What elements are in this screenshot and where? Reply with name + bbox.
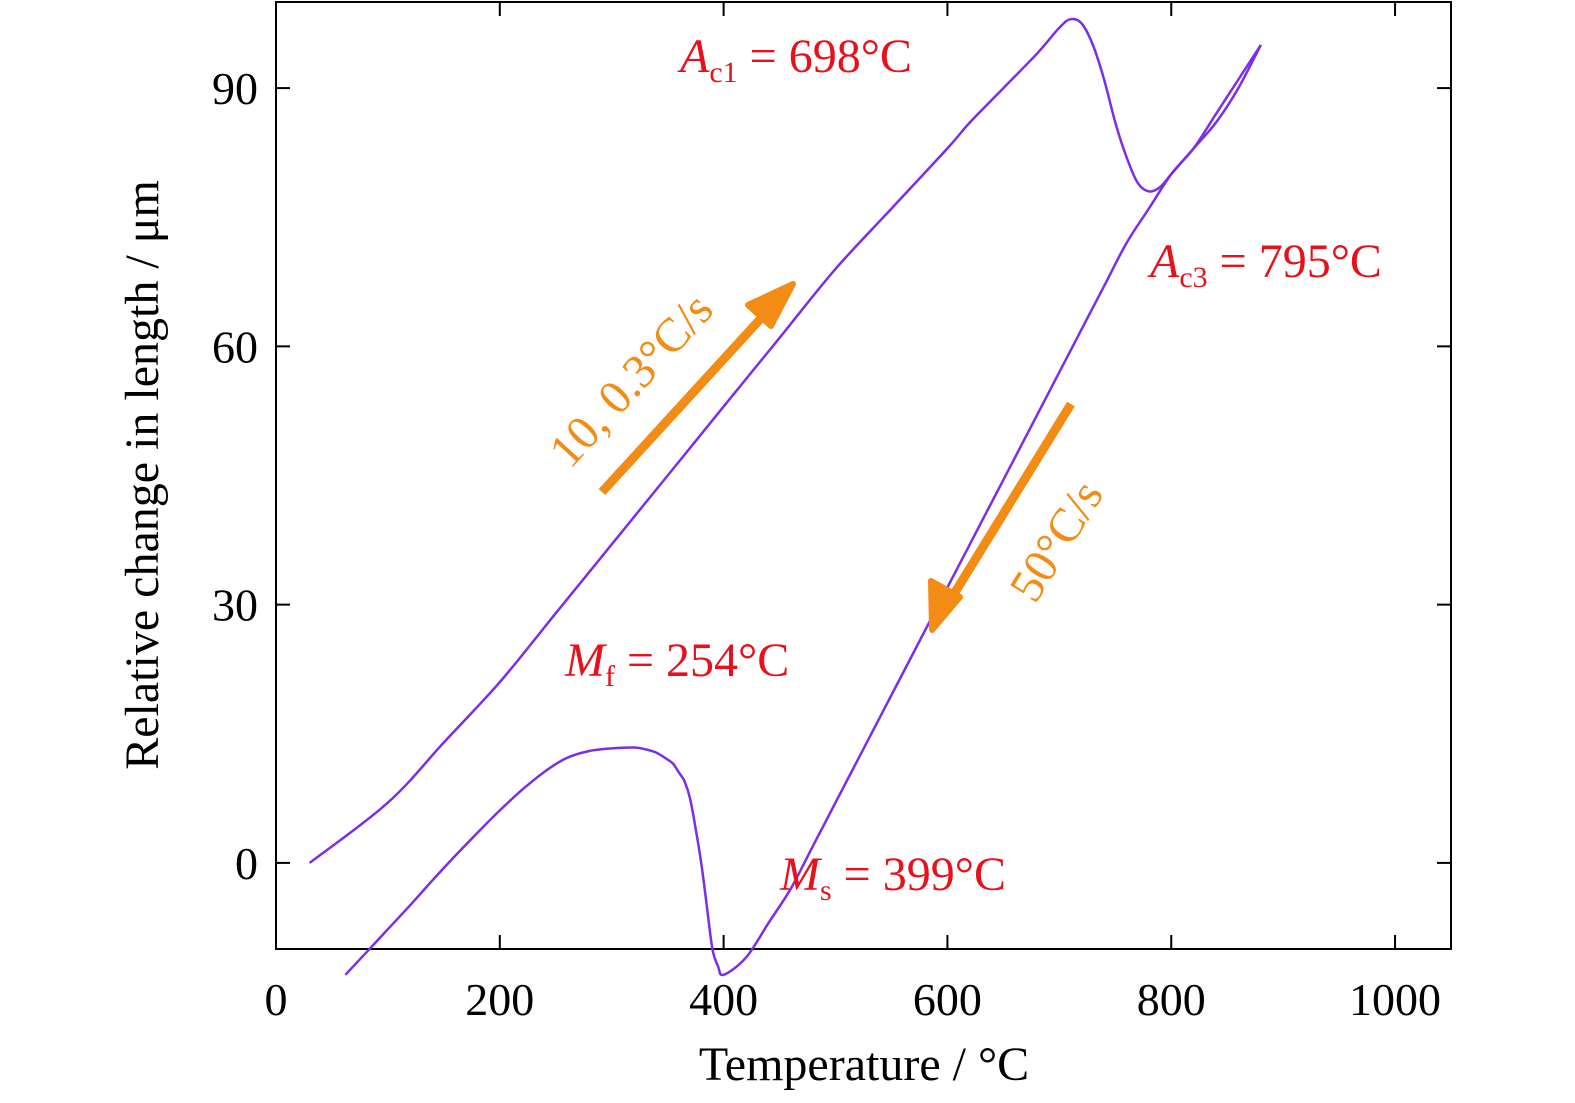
ac3-label: Ac3 = 795°C bbox=[1147, 235, 1382, 294]
plot-frame bbox=[275, 1, 1452, 950]
cooling-curve bbox=[344, 44, 1262, 977]
cooling-rate-arrow bbox=[942, 401, 1075, 610]
x-tick-label-600: 600 bbox=[913, 974, 982, 1025]
y-tick-label-60: 60 bbox=[212, 321, 258, 372]
cooling-arrowhead bbox=[928, 578, 963, 633]
y-tick-label-30: 30 bbox=[212, 580, 258, 631]
axis-ticks bbox=[275, 2, 1451, 949]
heating-arrowhead bbox=[745, 281, 796, 329]
heating-rate-arrow bbox=[598, 299, 779, 496]
x-tick-label-200: 200 bbox=[465, 974, 534, 1025]
y-axis-title: Relative change in length / μm bbox=[116, 180, 169, 770]
heating-curve bbox=[308, 17, 1262, 864]
axis-tick-labels: 0 200 400 600 800 1000 0 30 60 90 bbox=[212, 63, 1441, 1025]
x-tick-label-800: 800 bbox=[1137, 974, 1206, 1025]
heating-rate-label: 10, 0.3°C/s bbox=[539, 283, 723, 477]
mf-label: Mf = 254°C bbox=[564, 634, 789, 693]
ms-label: Ms = 399°C bbox=[779, 848, 1006, 907]
x-tick-label-1000: 1000 bbox=[1349, 974, 1441, 1025]
x-tick-label-400: 400 bbox=[689, 974, 758, 1025]
ac1-label: Ac1 = 698°C bbox=[677, 30, 912, 89]
x-tick-label-0: 0 bbox=[265, 974, 288, 1025]
y-tick-label-90: 90 bbox=[212, 63, 258, 114]
x-axis-title: Temperature / °C bbox=[699, 1038, 1029, 1091]
y-tick-label-0: 0 bbox=[235, 838, 258, 889]
